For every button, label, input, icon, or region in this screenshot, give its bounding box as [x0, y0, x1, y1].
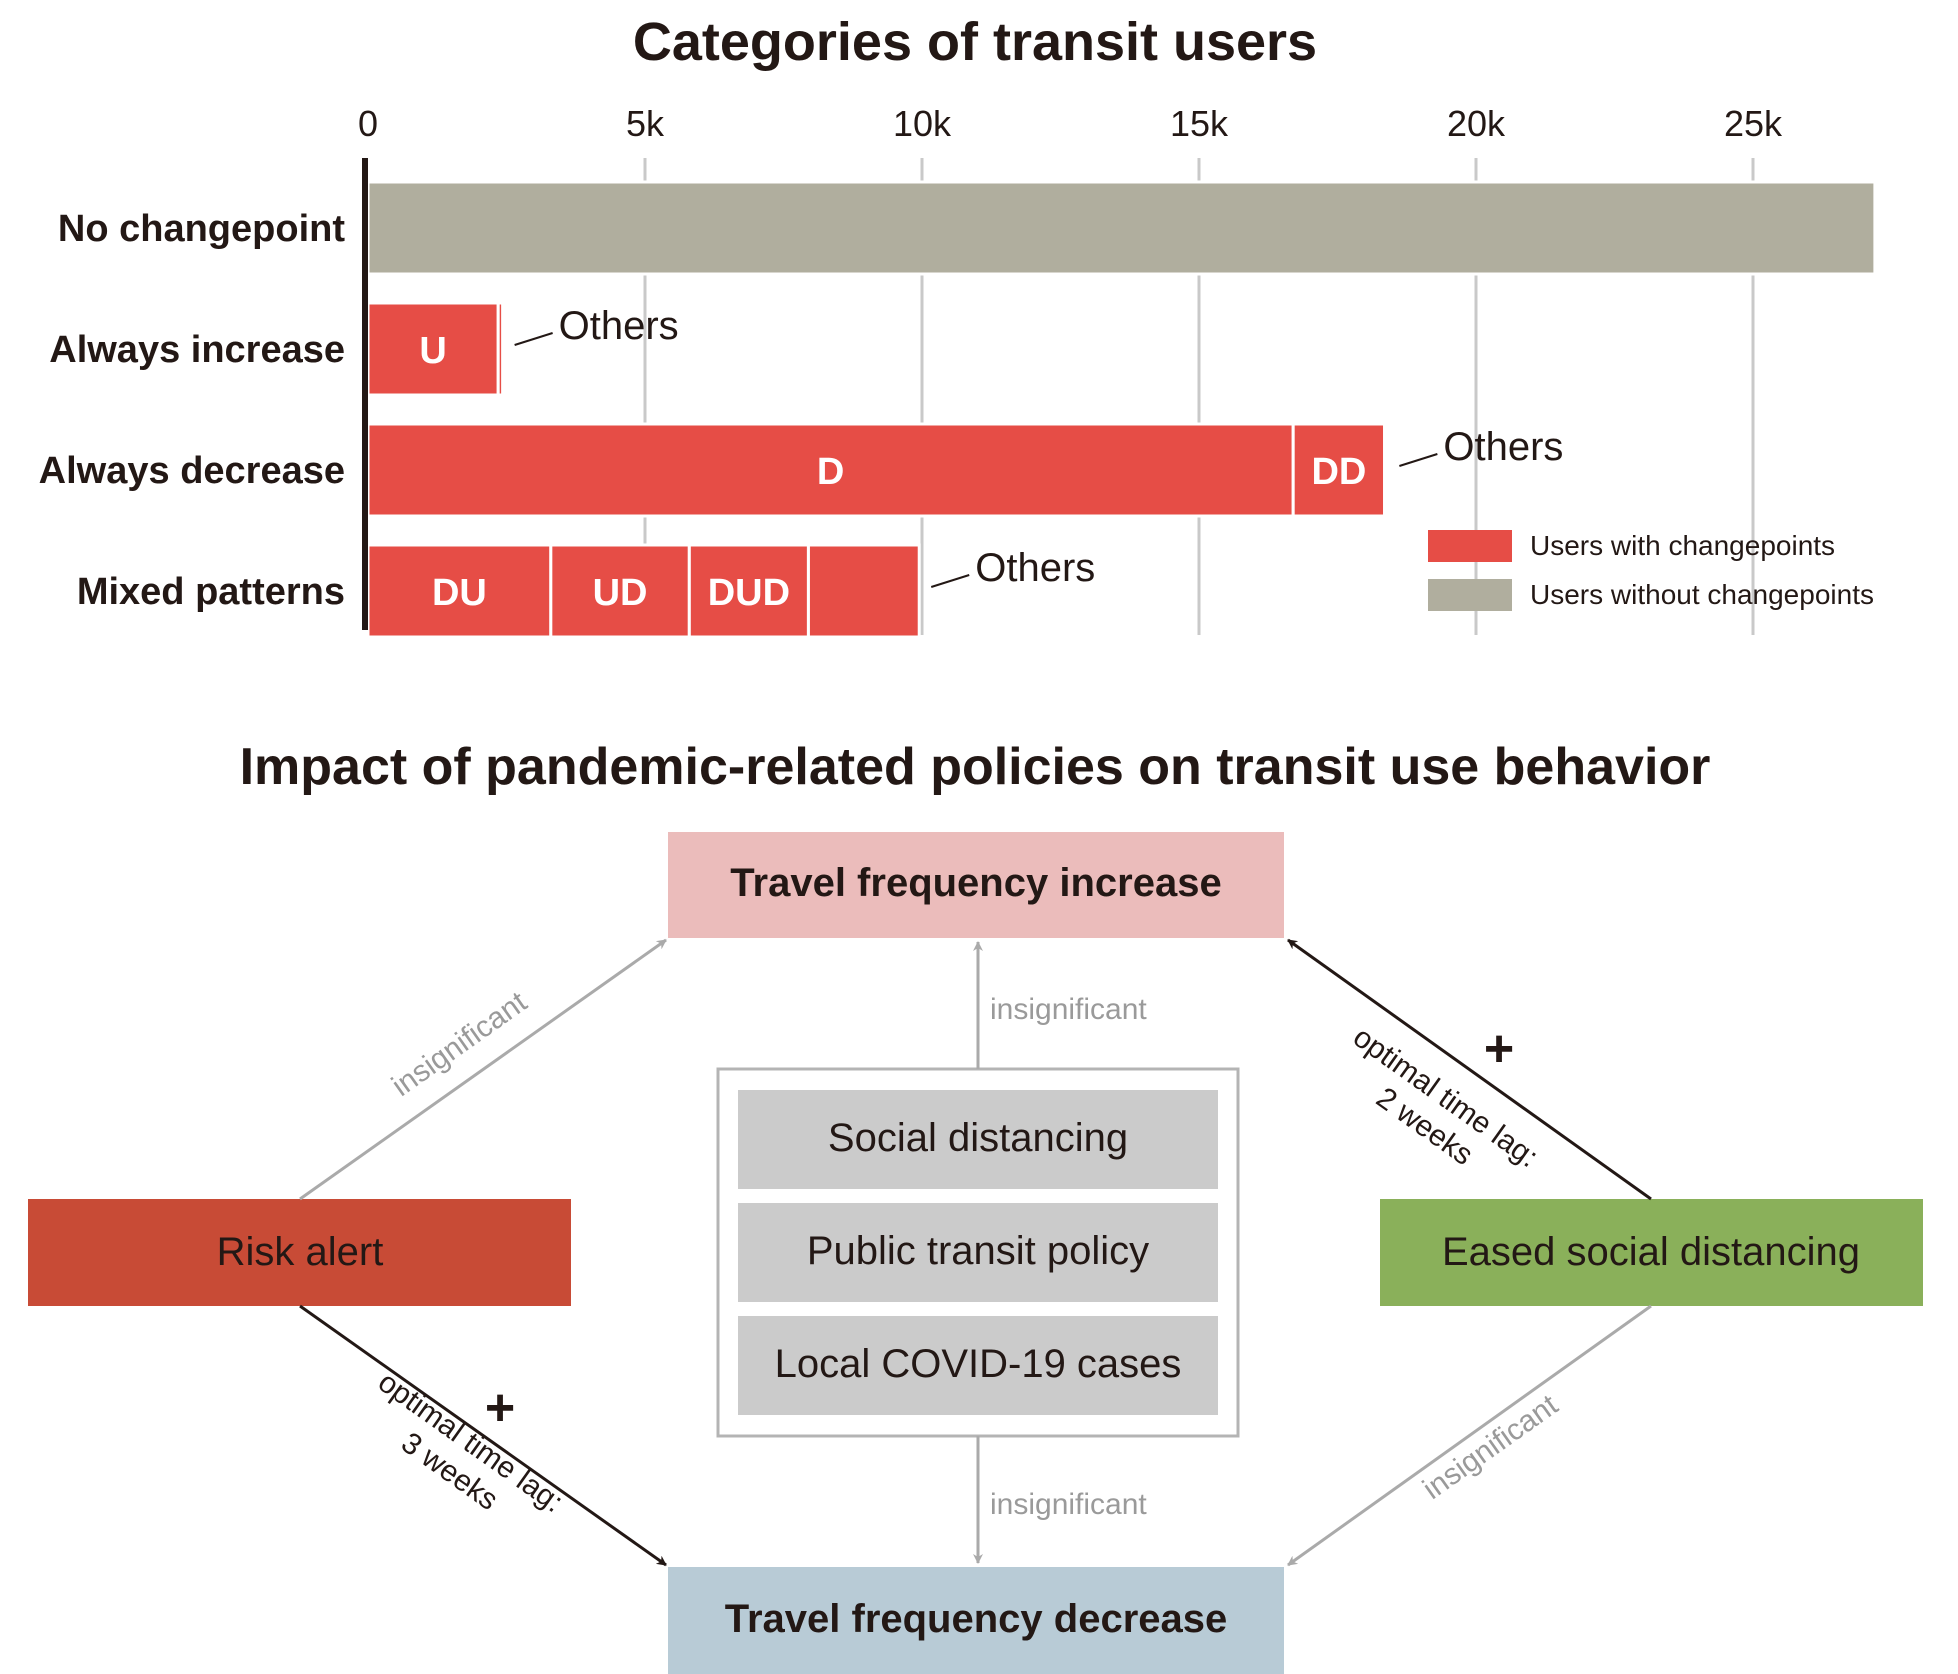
edge-center-to-decrease-label: insignificant [990, 1488, 1147, 1521]
annotation-others: Others [1443, 425, 1563, 469]
annotation-leader [514, 332, 553, 346]
legend: Users with changepoints Users without ch… [1428, 530, 1874, 611]
annotation-leader [1399, 453, 1438, 467]
edge-risk-to-decrease-label: optimal time lag: 3 weeks [372, 1365, 569, 1519]
center-item-social-distancing [738, 1090, 1218, 1189]
x-tick-label: 25k [1724, 103, 1783, 144]
bar-segment [806, 543, 921, 639]
edge-eased-to-decrease [1287, 1304, 1652, 1567]
annotation-others: Others [975, 546, 1095, 590]
bar-segment-label: D [817, 451, 844, 493]
center-item-social-distancing-label: Social distancing [828, 1116, 1128, 1160]
bar-segment-label: DD [1311, 451, 1366, 493]
x-tick-label: 10k [893, 103, 952, 144]
category-label: No changepoint [58, 208, 345, 250]
edge-eased-to-decrease-label: insignificant [1417, 1388, 1565, 1506]
bar-segment-label: DUD [708, 572, 790, 614]
bar-segment [496, 301, 505, 397]
category-labels: No changepoint Always increase Always decr… [39, 208, 346, 613]
category-label: Mixed patterns [77, 571, 345, 613]
center-item-public-transit-policy-label: Public transit policy [807, 1229, 1149, 1273]
bar-segment [549, 543, 691, 639]
edge-risk-to-decrease [299, 1304, 667, 1567]
center-item-local-covid-cases-label: Local COVID-19 cases [775, 1342, 1182, 1386]
legend-label-without: Users without changepoints [1530, 579, 1874, 610]
node-travel-decrease [668, 1567, 1284, 1674]
edge-center-to-increase-label: insignificant [990, 993, 1147, 1026]
x-axis-ticks: 0 5k 10k 15k 20k 25k [358, 103, 1783, 144]
x-tick-label: 15k [1170, 103, 1229, 144]
diagram-title: Impact of pandemic-related policies on t… [240, 738, 1711, 796]
legend-swatch-with [1428, 530, 1512, 562]
category-label: Always decrease [39, 450, 345, 492]
edge-eased-to-increase [1287, 938, 1652, 1201]
edge-eased-to-increase-sign: + [1484, 1020, 1514, 1078]
bar-segment-label: DU [432, 572, 487, 614]
bar-segment [1383, 422, 1389, 518]
x-tick-label: 20k [1447, 103, 1506, 144]
node-risk-alert-label: Risk alert [217, 1230, 384, 1274]
bar-segment [366, 301, 500, 397]
x-tick-label: 5k [626, 103, 665, 144]
node-eased-social-distancing [1380, 1199, 1923, 1306]
bar-segment [366, 180, 1877, 276]
category-label: Always increase [49, 329, 345, 371]
bar-segment [1291, 422, 1387, 518]
annotation-leader [930, 574, 970, 588]
bar-segment-label: U [419, 330, 446, 372]
node-travel-increase-label: Travel frequency increase [730, 861, 1221, 905]
legend-swatch-without [1428, 579, 1512, 611]
edge-risk-to-increase [299, 938, 667, 1201]
center-item-local-covid-cases [738, 1316, 1218, 1415]
node-eased-social-distancing-label: Eased social distancing [1442, 1230, 1860, 1274]
center-item-public-transit-policy [738, 1203, 1218, 1302]
x-tick-label: 0 [358, 103, 378, 144]
node-travel-decrease-label: Travel frequency decrease [725, 1597, 1228, 1641]
annotation-others: Others [559, 304, 679, 348]
node-risk-alert [28, 1199, 571, 1306]
node-travel-increase [668, 832, 1284, 938]
legend-label-with: Users with changepoints [1530, 530, 1835, 561]
bar-segment-label: UD [593, 572, 648, 614]
chart-title: Categories of transit users [633, 12, 1317, 72]
edge-risk-to-decrease-sign: + [485, 1379, 515, 1437]
